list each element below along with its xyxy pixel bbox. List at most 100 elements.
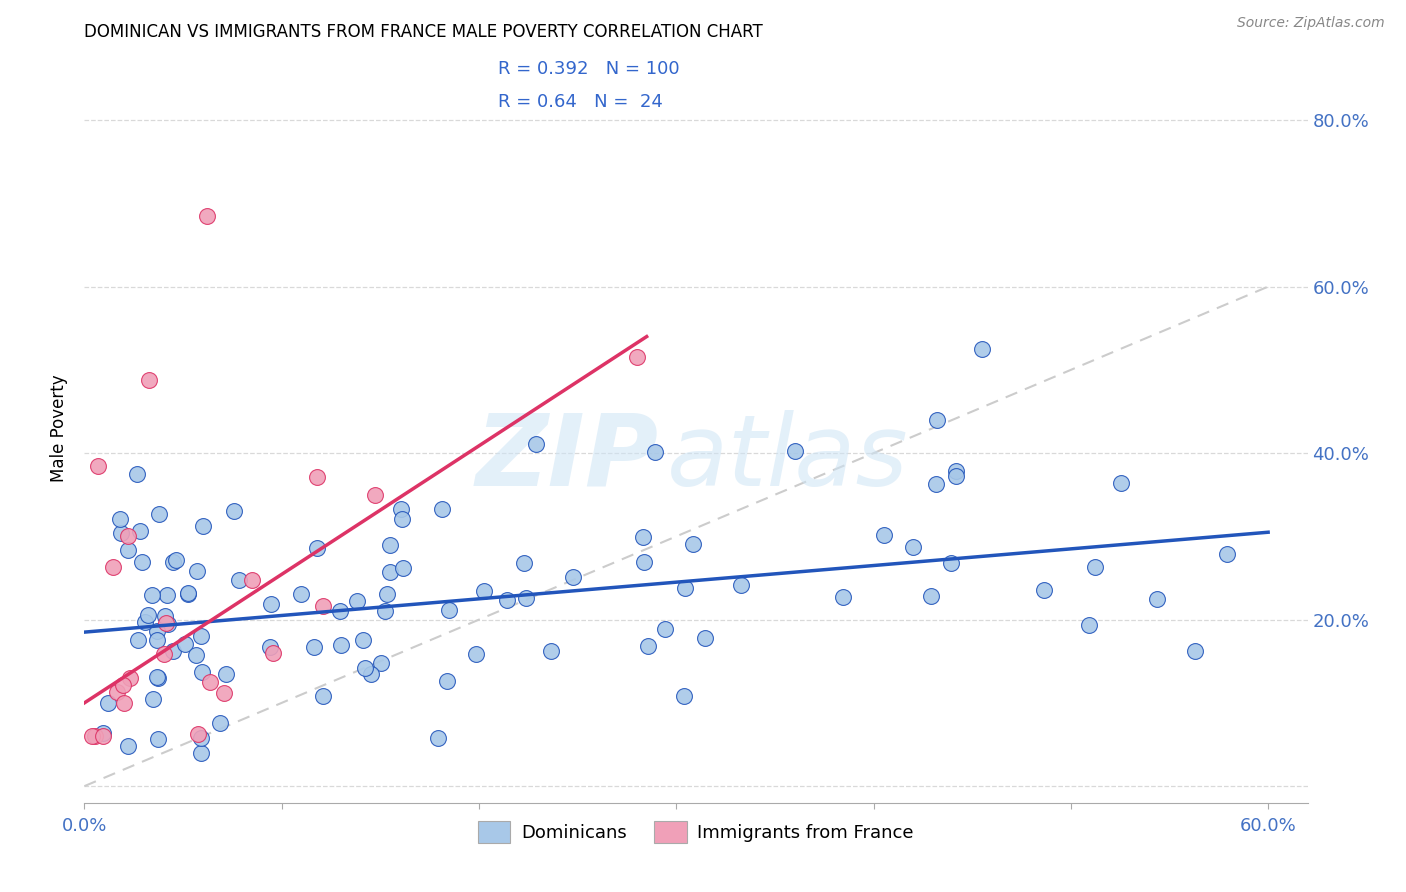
Point <box>177 587 200 601</box>
Text: DOMINICAN VS IMMIGRANTS FROM FRANCE MALE POVERTY CORRELATION CHART: DOMINICAN VS IMMIGRANTS FROM FRANCE MALE… <box>84 23 763 41</box>
Point <box>1184 644 1206 658</box>
Point <box>155 609 177 624</box>
Point <box>195 209 218 223</box>
Point <box>626 351 648 365</box>
Point <box>240 574 263 588</box>
Point <box>146 633 169 648</box>
Point <box>391 512 413 526</box>
Point <box>515 591 537 605</box>
Point <box>191 665 214 679</box>
Point <box>127 633 149 648</box>
Text: atlas: atlas <box>666 409 908 507</box>
Point <box>354 661 377 675</box>
Point <box>945 469 967 483</box>
Legend: Dominicans, Immigrants from France: Dominicans, Immigrants from France <box>471 814 921 850</box>
Point <box>222 504 245 518</box>
Point <box>426 731 449 745</box>
Point <box>173 637 195 651</box>
Point <box>1077 618 1099 632</box>
Point <box>214 686 236 700</box>
Point <box>162 555 184 569</box>
Point <box>730 578 752 592</box>
Point <box>111 678 134 692</box>
Point <box>364 488 387 502</box>
Point <box>1215 547 1237 561</box>
Point <box>129 524 152 538</box>
Point <box>118 671 141 685</box>
Point <box>307 469 329 483</box>
Point <box>540 644 562 658</box>
Point <box>311 599 333 614</box>
Point <box>117 739 139 753</box>
Point <box>200 674 222 689</box>
Point <box>186 564 208 578</box>
Point <box>87 458 110 473</box>
Point <box>136 607 159 622</box>
Point <box>110 526 132 541</box>
Point <box>672 690 695 704</box>
Point <box>302 640 325 655</box>
Point <box>91 726 114 740</box>
Text: ZIP: ZIP <box>477 409 659 507</box>
Point <box>117 542 139 557</box>
Point <box>436 674 458 689</box>
Point <box>925 477 948 491</box>
Point <box>832 590 855 604</box>
Point <box>1146 592 1168 607</box>
Point <box>107 685 129 699</box>
Point <box>153 647 176 661</box>
Point <box>941 557 963 571</box>
Point <box>262 646 284 660</box>
Text: R = 0.64   N =  24: R = 0.64 N = 24 <box>498 94 662 112</box>
Text: Source: ZipAtlas.com: Source: ZipAtlas.com <box>1237 16 1385 30</box>
Point <box>654 622 676 636</box>
Point <box>439 602 461 616</box>
Point <box>389 502 412 516</box>
Point <box>165 553 187 567</box>
Point <box>430 501 453 516</box>
Point <box>146 672 169 686</box>
Point <box>329 604 352 618</box>
Point <box>631 530 654 544</box>
Point <box>131 555 153 569</box>
Point <box>193 519 215 533</box>
Point <box>1033 583 1056 598</box>
Point <box>108 511 131 525</box>
Point <box>312 689 335 703</box>
Point <box>156 588 179 602</box>
Point <box>176 586 198 600</box>
Point <box>392 561 415 575</box>
Point <box>83 729 105 743</box>
Point <box>112 696 135 710</box>
Point <box>190 731 212 746</box>
Point <box>215 667 238 681</box>
Point <box>329 639 352 653</box>
Point <box>374 604 396 618</box>
Point <box>562 570 585 584</box>
Point <box>146 670 169 684</box>
Point <box>783 444 806 458</box>
Point <box>682 537 704 551</box>
Point <box>360 666 382 681</box>
Point <box>673 582 696 596</box>
Text: R = 0.392   N = 100: R = 0.392 N = 100 <box>498 61 679 78</box>
Point <box>307 541 329 556</box>
Point <box>378 538 401 552</box>
Point <box>228 574 250 588</box>
Point <box>1109 475 1132 490</box>
Point <box>633 555 655 569</box>
Point <box>260 597 283 611</box>
Point <box>901 540 924 554</box>
Point <box>375 587 398 601</box>
Point <box>142 692 165 706</box>
Point <box>970 342 993 356</box>
Point <box>873 528 896 542</box>
Point <box>146 624 169 639</box>
Point <box>186 726 208 740</box>
Point <box>101 560 124 574</box>
Point <box>157 616 180 631</box>
Point <box>125 467 148 482</box>
Point <box>82 729 104 743</box>
Point <box>141 588 163 602</box>
Point <box>208 716 231 731</box>
